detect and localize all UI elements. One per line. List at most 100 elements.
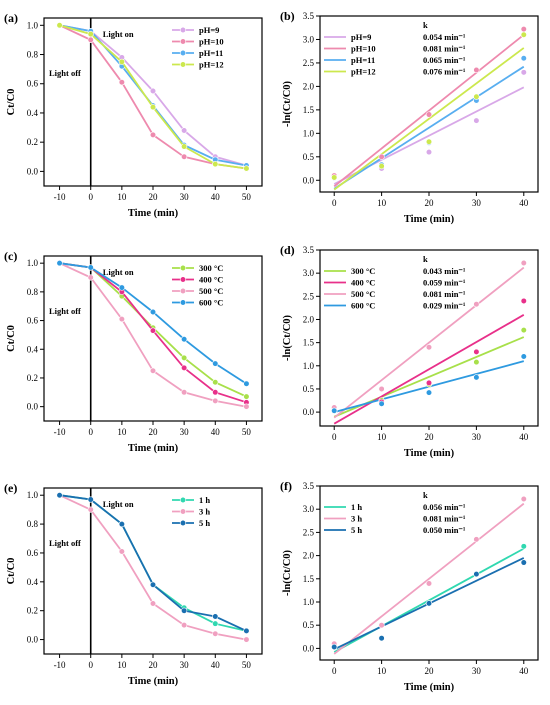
- data-point: [378, 635, 385, 642]
- data-point: [181, 364, 188, 372]
- x-tick-label: 20: [425, 432, 435, 442]
- data-point: [243, 403, 250, 410]
- y-tick-label: 3.0: [303, 34, 315, 44]
- data-point: [118, 58, 125, 65]
- fit-line-1: [333, 314, 525, 425]
- legend-entry: 300 °C: [199, 263, 223, 273]
- y-tick-label: 0.0: [303, 643, 315, 653]
- x-tick-label: 0: [332, 198, 337, 208]
- y-axis-label: Ct/C0: [6, 325, 17, 352]
- y-tick-label: 3.5: [303, 245, 315, 255]
- x-axis-label: Time (min): [128, 208, 179, 219]
- legend-entry: 5 h: [199, 518, 210, 528]
- panel-label: (e): [4, 481, 17, 495]
- y-tick-label: 0.0: [27, 166, 39, 176]
- data-point: [425, 580, 433, 587]
- data-point: [118, 548, 125, 555]
- y-tick-label: 1.5: [303, 105, 315, 115]
- y-tick-label: 3.0: [303, 268, 315, 278]
- series-line-3: [59, 24, 247, 170]
- panel-label: (a): [4, 11, 18, 25]
- data-point: [118, 316, 125, 323]
- fit-line-3: [333, 47, 525, 191]
- x-axis-label: Time (min): [404, 448, 455, 459]
- y-tick-label: 0.2: [27, 137, 38, 147]
- legend-entry: 300 °C: [351, 266, 375, 276]
- x-tick-label: 30: [180, 660, 190, 670]
- data-point: [212, 630, 219, 637]
- data-point: [181, 354, 188, 361]
- data-point: [181, 143, 188, 150]
- data-point: [520, 69, 527, 76]
- plot-frame: [319, 485, 539, 661]
- light-off-label: Light off: [49, 306, 81, 316]
- y-axis-label: Ct/C0: [6, 89, 17, 116]
- y-tick-label: 0.2: [27, 373, 38, 383]
- legend-entry: pH=12: [199, 60, 224, 70]
- panel-label: (f): [280, 479, 292, 493]
- panel-c: (c) -10 0 10 20 30 40 50 0.0 0.2 0.4 0.6 0.8 1.0 Time …: [4, 249, 263, 454]
- panel-label: (c): [4, 249, 17, 263]
- light-off-label: Light off: [49, 68, 81, 78]
- y-tick-label: 0.8: [27, 50, 39, 60]
- legend-entry: pH=9: [351, 32, 371, 42]
- data-point: [473, 93, 480, 100]
- data-point: [331, 174, 338, 181]
- x-tick-label: 20: [425, 666, 435, 676]
- data-point: [331, 407, 338, 414]
- series-line-2: [59, 494, 247, 632]
- data-point: [520, 495, 527, 503]
- y-tick-label: 0.0: [303, 407, 315, 417]
- x-tick-label: 40: [211, 192, 221, 202]
- x-tick-label: 0: [88, 192, 93, 202]
- fit-line-1: [333, 502, 525, 655]
- data-point: [149, 367, 157, 374]
- legend-entry: pH=11: [199, 48, 223, 58]
- y-tick-label: 0.5: [303, 384, 315, 394]
- data-point: [212, 389, 219, 396]
- panel-b: (b) 0 10 20 30 40 0.0 0.5 1.0 1.5 2.0 2.5 3.0 3.5 Time…: [280, 9, 539, 225]
- series-line-0: [59, 494, 247, 632]
- panel-label: (d): [280, 243, 295, 257]
- y-tick-label: 1.0: [27, 258, 39, 268]
- x-tick-label: 10: [117, 427, 127, 437]
- data-point: [520, 297, 527, 305]
- y-tick-label: 0.6: [27, 79, 39, 89]
- x-tick-label: 20: [149, 660, 159, 670]
- data-point: [149, 104, 157, 111]
- data-point: [378, 163, 385, 170]
- x-tick-label: -10: [54, 192, 66, 202]
- x-tick-label: 40: [211, 427, 221, 437]
- x-tick-label: 0: [332, 666, 337, 676]
- plot-frame: [43, 487, 263, 655]
- x-tick-label: 40: [519, 198, 529, 208]
- panel-a: (a) -10 0 10 20 30 40 50 0.0 0.2 0.4 0.6 0.8 1.0 Time …: [4, 11, 263, 219]
- data-point: [378, 400, 385, 407]
- data-point: [181, 336, 188, 343]
- legend-entry: pH=9: [199, 25, 219, 35]
- x-axis-label: Time (min): [128, 443, 179, 454]
- legend-entry: 400 °C: [199, 275, 223, 285]
- y-tick-label: 0.5: [303, 152, 315, 162]
- data-point: [378, 622, 385, 629]
- legend-entry: 1 h: [199, 495, 210, 505]
- y-axis-label: -ln(Ct/C0): [282, 549, 293, 596]
- legend-marker: [179, 299, 187, 306]
- data-point: [87, 274, 94, 281]
- panel-e: (e) -10 0 10 20 30 40 50 0.0 0.2 0.4 0.6 0.8 1.0 Time …: [4, 481, 263, 687]
- x-tick-label: 20: [149, 427, 159, 437]
- k-value: 0.043 min⁻¹: [423, 266, 466, 276]
- y-tick-label: 0.4: [27, 344, 39, 354]
- data-point: [425, 344, 433, 351]
- data-point: [118, 520, 125, 528]
- k-value: 0.029 min⁻¹: [423, 301, 466, 311]
- y-tick-label: 1.0: [27, 490, 39, 500]
- legend-entry: 3 h: [351, 514, 362, 524]
- data-point: [425, 149, 433, 156]
- x-axis-label: Time (min): [404, 682, 455, 693]
- data-point: [87, 496, 94, 503]
- y-tick-label: 0.2: [27, 606, 38, 616]
- y-tick-label: 0.0: [303, 175, 315, 185]
- y-tick-label: 3.5: [303, 481, 315, 491]
